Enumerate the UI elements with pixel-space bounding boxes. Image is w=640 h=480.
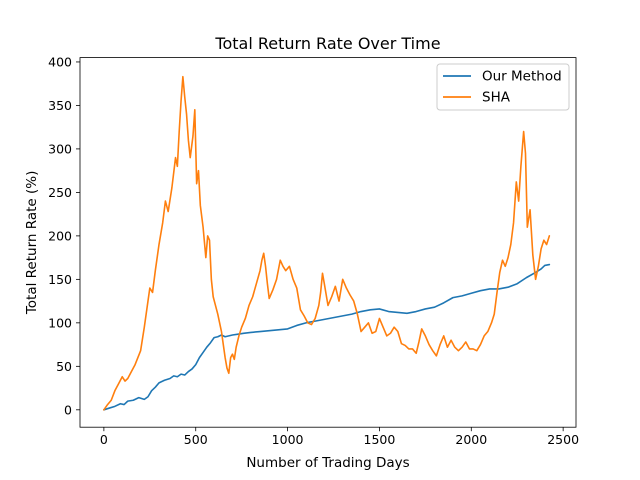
y-axis-ticks: 0 50 100 150 200 250 300 350 400 (48, 54, 80, 417)
plot-frame (79, 57, 577, 428)
x-tick-label: 2500 (547, 432, 579, 447)
x-axis-ticks: 0 500 1000 1500 2000 2500 (100, 427, 579, 447)
y-tick-label: 0 (64, 402, 72, 417)
x-tick-label: 0 (100, 432, 108, 447)
y-tick-label: 200 (48, 228, 72, 243)
y-tick-label: 300 (48, 141, 72, 156)
legend-label: Our Method (482, 69, 562, 85)
y-tick-label: 250 (48, 185, 72, 200)
legend-label: SHA (482, 90, 511, 106)
y-axis-label: Total Return Rate (%) (24, 171, 40, 316)
y-tick-label: 50 (56, 359, 72, 374)
y-tick-label: 100 (48, 315, 72, 330)
legend: Our Method SHA (436, 63, 570, 111)
series-line-sha (103, 75, 551, 411)
series-layer (103, 75, 551, 411)
chart-title: Total Return Rate Over Time (214, 34, 440, 53)
x-tick-label: 2000 (455, 432, 487, 447)
x-tick-label: 1500 (364, 432, 396, 447)
x-axis-label: Number of Trading Days (246, 455, 409, 471)
x-tick-label: 500 (184, 432, 208, 447)
y-tick-label: 150 (48, 272, 72, 287)
y-tick-label: 350 (48, 98, 72, 113)
y-tick-label: 400 (48, 54, 72, 69)
x-tick-label: 1000 (272, 432, 304, 447)
series-line-our-method (103, 263, 551, 411)
